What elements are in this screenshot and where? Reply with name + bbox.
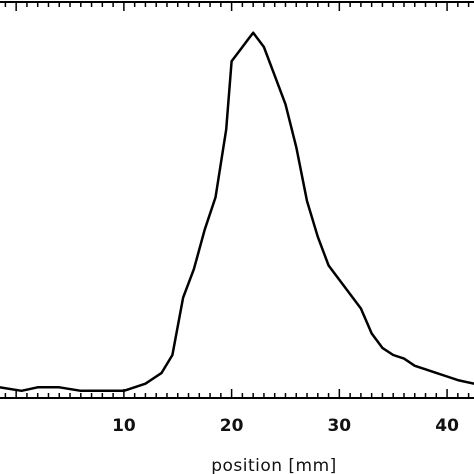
top-axis-ticks [4, 2, 470, 11]
x-tick-label: 10 [112, 416, 136, 436]
x-tick-label: 30 [327, 416, 351, 436]
plot-frame [0, 1, 474, 399]
bottom-axis-ticks [4, 389, 470, 398]
x-tick-labels: 10 20 30 40 [112, 416, 459, 436]
x-axis-label: position [mm] [211, 456, 337, 474]
x-tick-label: 20 [220, 416, 244, 436]
series-line [0, 31, 474, 393]
x-tick-label: 40 [435, 416, 459, 436]
